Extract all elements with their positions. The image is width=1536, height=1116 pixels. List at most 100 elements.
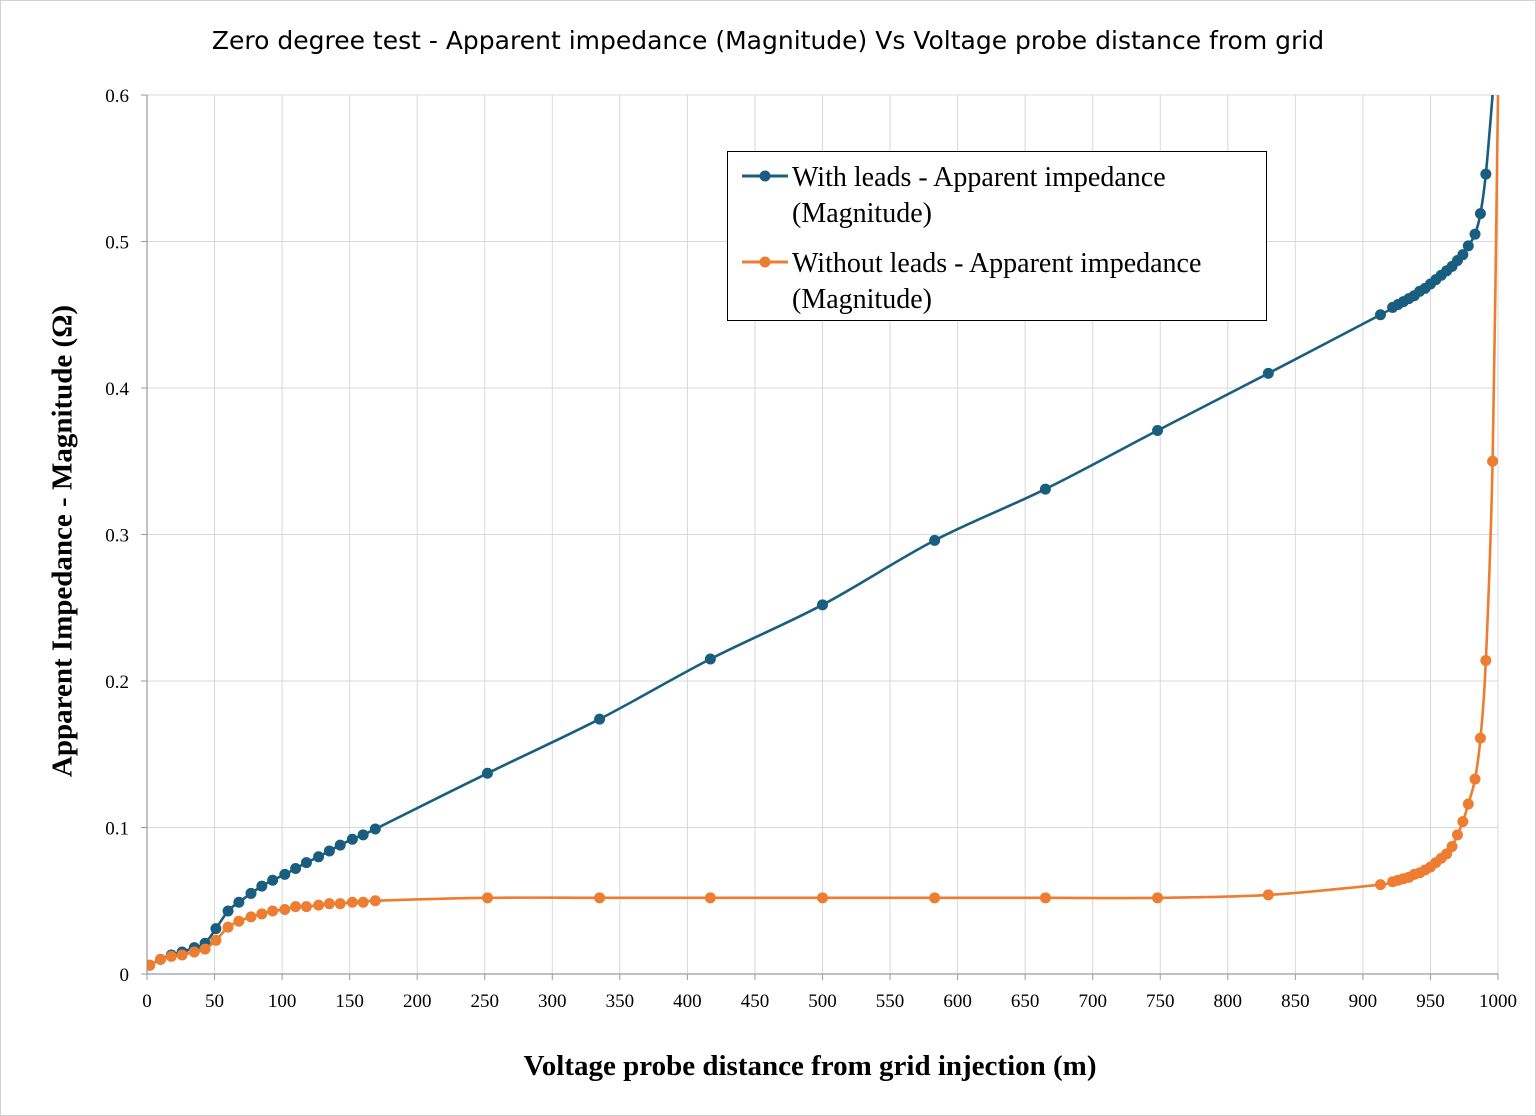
data-point-1 xyxy=(165,950,177,962)
x-tick-label: 500 xyxy=(808,991,837,1012)
data-point-1 xyxy=(594,892,606,904)
x-tick-label: 0 xyxy=(142,991,152,1012)
data-point-0 xyxy=(233,896,245,908)
x-tick-label: 950 xyxy=(1416,991,1445,1012)
data-point-1 xyxy=(481,892,493,904)
data-point-0 xyxy=(369,823,381,835)
legend-label-with-leads: With leads - Apparent impedance (Magnitu… xyxy=(792,162,1166,229)
data-point-1 xyxy=(188,946,200,958)
data-point-1 xyxy=(1374,879,1386,891)
x-tick-label: 550 xyxy=(876,991,905,1012)
data-point-1 xyxy=(245,911,257,923)
data-point-1 xyxy=(1039,892,1051,904)
data-point-1 xyxy=(279,904,291,916)
y-tick-label: 0 xyxy=(120,965,130,986)
data-point-0 xyxy=(1480,168,1492,180)
data-point-0 xyxy=(1262,367,1274,379)
data-point-1 xyxy=(1480,654,1492,666)
legend: With leads - Apparent impedance (Magnitu… xyxy=(727,151,1267,321)
data-point-0 xyxy=(290,863,302,875)
data-point-1 xyxy=(346,896,358,908)
data-point-0 xyxy=(1474,208,1486,220)
data-point-1 xyxy=(313,899,325,911)
data-point-0 xyxy=(1469,228,1481,240)
data-point-0 xyxy=(279,868,291,880)
data-point-1 xyxy=(199,943,211,955)
x-tick-label: 50 xyxy=(205,991,224,1012)
legend-label-without-leads: Without leads - Apparent impedance (Magn… xyxy=(792,248,1202,315)
data-point-1 xyxy=(290,901,302,913)
data-point-0 xyxy=(313,851,325,863)
y-axis-label: Apparent Impedance - Magnitude (Ω) xyxy=(46,304,79,778)
data-point-1 xyxy=(1462,798,1474,810)
data-point-0 xyxy=(594,713,606,725)
x-tick-label: 1000 xyxy=(1479,991,1517,1012)
data-point-0 xyxy=(817,599,828,611)
y-tick-label: 0.5 xyxy=(105,233,129,254)
data-series xyxy=(147,95,1500,971)
data-point-0 xyxy=(267,874,279,886)
data-point-1 xyxy=(1262,889,1274,901)
data-point-1 xyxy=(155,953,167,965)
x-tick-label: 750 xyxy=(1146,991,1175,1012)
x-tick-label: 200 xyxy=(403,991,432,1012)
chart-title: Zero degree test - Apparent impedance (M… xyxy=(211,26,1325,55)
data-point-0 xyxy=(245,887,257,899)
data-point-1 xyxy=(1451,829,1463,841)
data-point-0 xyxy=(929,534,941,546)
x-tick-label: 850 xyxy=(1281,991,1310,1012)
data-point-1 xyxy=(334,898,346,910)
x-tick-label: 100 xyxy=(268,991,297,1012)
data-point-1 xyxy=(817,892,828,904)
data-point-1 xyxy=(210,934,222,946)
x-tick-label: 300 xyxy=(538,991,567,1012)
data-point-1 xyxy=(323,898,335,910)
legend-swatch-without-leads xyxy=(742,256,788,268)
data-point-0 xyxy=(334,839,346,851)
y-tick-label: 0.4 xyxy=(105,379,129,400)
data-point-0 xyxy=(1152,424,1164,436)
series-1 xyxy=(147,95,1500,971)
data-point-1 xyxy=(176,949,188,961)
data-point-1 xyxy=(929,892,941,904)
data-point-1 xyxy=(256,908,268,920)
x-tick-label: 800 xyxy=(1214,991,1243,1012)
data-point-0 xyxy=(704,653,716,665)
tick-labels: 0 50 100 150 200 250 300 350 400 450 500 550 600 650 7… xyxy=(105,86,1517,1012)
axes xyxy=(141,94,1499,980)
series-0 xyxy=(147,95,1494,971)
data-point-1 xyxy=(1457,816,1469,828)
data-point-1 xyxy=(1474,732,1486,744)
x-tick-label: 650 xyxy=(1011,991,1040,1012)
data-point-1 xyxy=(369,895,381,907)
x-tick-label: 350 xyxy=(606,991,635,1012)
data-point-0 xyxy=(1462,240,1474,252)
data-point-1 xyxy=(1469,773,1481,785)
data-point-1 xyxy=(147,959,156,971)
data-point-0 xyxy=(222,905,234,917)
x-tick-label: 900 xyxy=(1349,991,1378,1012)
data-point-1 xyxy=(357,896,369,908)
x-tick-label: 400 xyxy=(673,991,702,1012)
data-point-1 xyxy=(1487,455,1499,467)
data-point-0 xyxy=(1039,483,1051,495)
data-point-0 xyxy=(1457,249,1469,261)
x-tick-label: 700 xyxy=(1078,991,1107,1012)
x-tick-label: 600 xyxy=(943,991,972,1012)
y-tick-label: 0.3 xyxy=(105,526,129,547)
x-tick-label: 150 xyxy=(335,991,364,1012)
data-point-0 xyxy=(346,833,358,845)
data-point-1 xyxy=(704,892,716,904)
data-point-0 xyxy=(481,767,493,779)
data-point-1 xyxy=(1446,841,1458,853)
data-point-1 xyxy=(233,915,245,927)
data-point-0 xyxy=(1374,309,1386,321)
y-tick-label: 0.1 xyxy=(105,819,129,840)
y-tick-label: 0.6 xyxy=(105,86,129,107)
data-point-1 xyxy=(300,901,312,913)
data-point-0 xyxy=(357,829,369,841)
x-tick-label: 250 xyxy=(471,991,500,1012)
data-point-1 xyxy=(1152,892,1164,904)
x-tick-label: 450 xyxy=(741,991,770,1012)
